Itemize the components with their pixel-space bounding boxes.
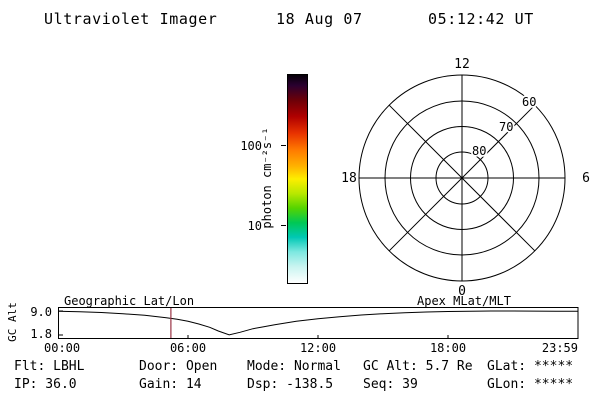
polar-grid [358,74,566,282]
status-glat: GLat: ***** [487,359,574,374]
status-door: Door: Open [139,359,218,374]
colorbar-tick-100: 100 [240,139,262,153]
orbit-frame [58,307,579,339]
orbit-curve [58,310,578,336]
status-mode: Mode: Normal [247,359,341,374]
status-ip: IP: 36.0 [14,377,77,392]
status-dsp: Dsp: -138.5 [247,377,334,392]
x-tick-1200: 12:00 [299,341,337,355]
mlat-ring-label-60: 60 [522,95,536,109]
mlat-ring-label-80: 80 [472,144,486,158]
page-title: Ultraviolet Imager [44,10,218,28]
colorbar-gradient [287,74,308,284]
x-tick-0000: 00:00 [44,341,81,355]
header-date: 18 Aug 07 [276,10,363,28]
orbit-plot [58,307,579,339]
mlt-label-18: 18 [341,171,357,186]
colorbar-tickmark-100 [281,145,286,146]
mlt-label-12: 12 [454,57,470,72]
mlt-label-0: 0 [458,284,466,299]
status-glon: GLon: ***** [487,377,574,392]
colorbar-tick-10: 10 [247,219,262,233]
mlat-ring-label-70: 70 [499,120,513,134]
x-tick-2359: 23:59 [541,341,578,355]
x-tick-1800: 18:00 [429,341,467,355]
x-tick-0600: 06:00 [169,341,207,355]
colorbar-axis-label: photon cm⁻²s⁻¹ [260,127,274,229]
status-gc-alt: GC Alt: 5.7 Re [363,359,473,374]
y-tick-top: 9.0 [30,305,52,319]
polar-plot: 12 18 6 0 60 70 80 [341,57,590,299]
header-time: 05:12:42 UT [428,10,534,28]
colorbar-tickmark-10 [281,225,286,226]
axis-ticks [58,310,449,339]
mlt-label-6: 6 [582,171,590,186]
status-seq: Seq: 39 [363,377,418,392]
y-tick-bottom: 1.8 [30,327,52,341]
plot-title-right: Apex MLat/MLT [417,294,511,308]
status-flt: Flt: LBHL [14,359,85,374]
status-gain: Gain: 14 [139,377,202,392]
y-axis-title: GC Alt [6,302,19,342]
plot-title-left: Geographic Lat/Lon [64,294,195,308]
